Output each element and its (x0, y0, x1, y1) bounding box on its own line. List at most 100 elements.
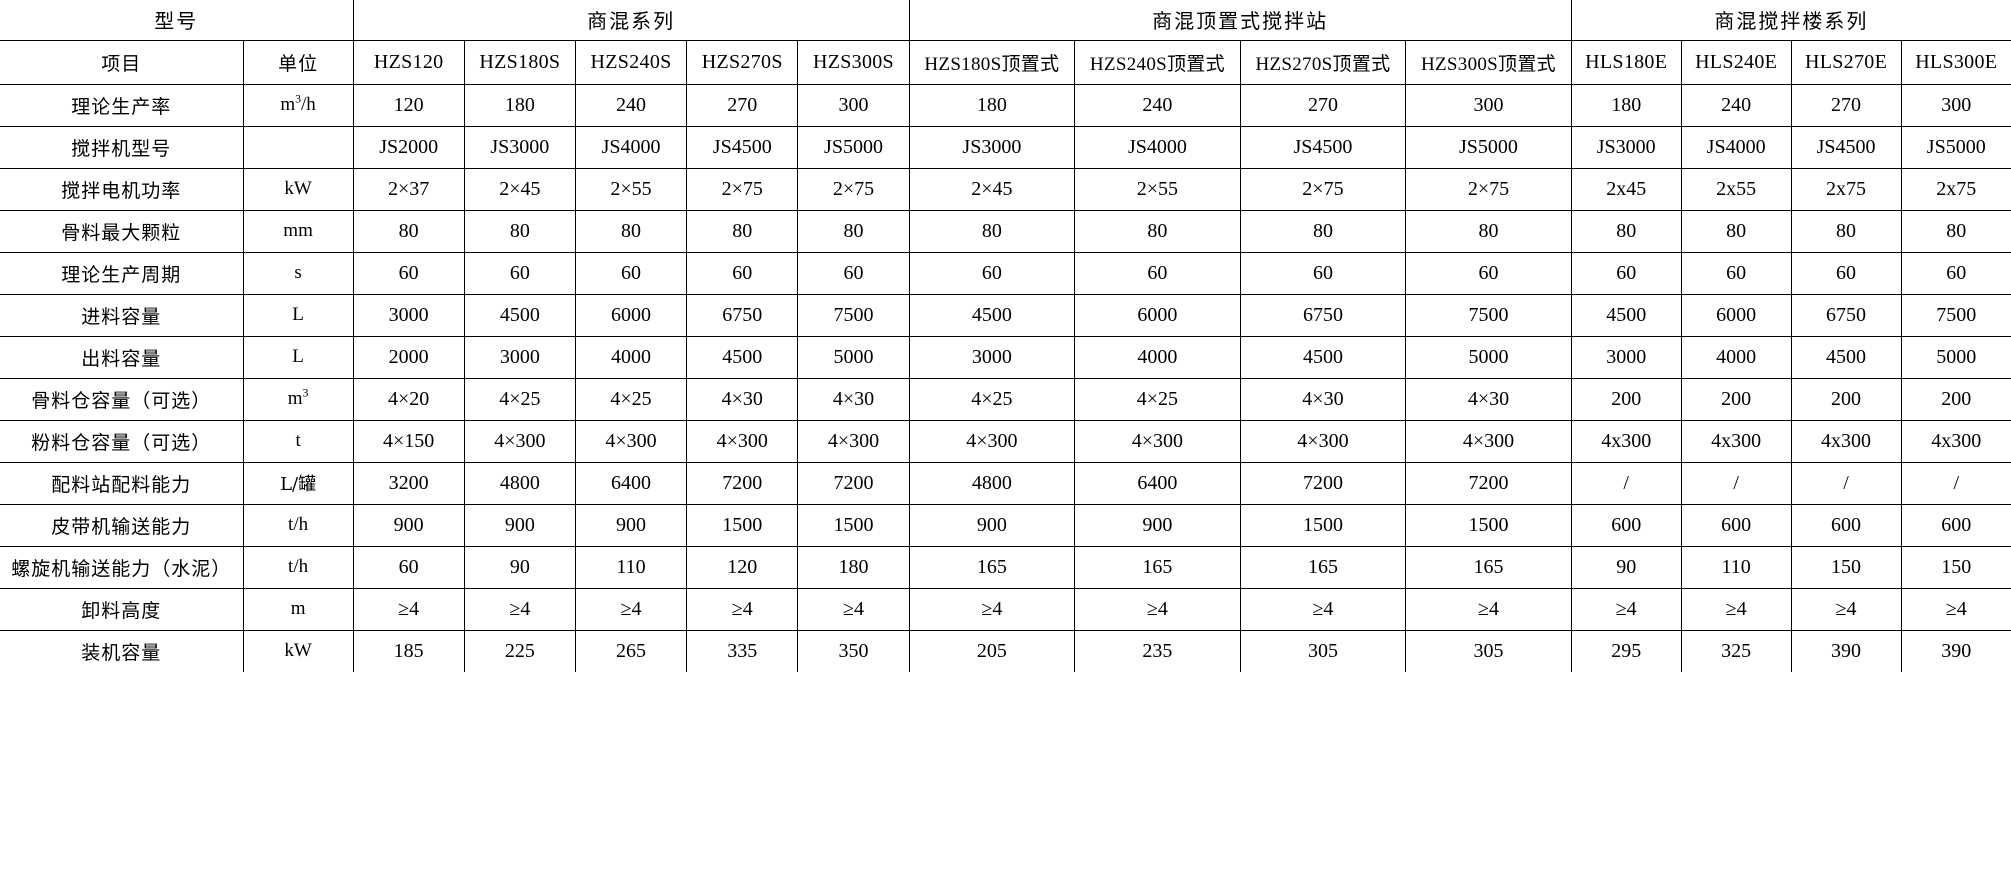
cell-value: 200 (1680, 377, 1792, 421)
cell-value: 60 (1239, 251, 1407, 295)
cell-value: 265 (574, 629, 688, 672)
cell-value: 4×30 (797, 377, 910, 421)
cell-value: 295 (1570, 629, 1682, 672)
cell-value: ≥4 (352, 587, 465, 631)
cell-value: 7200 (1239, 461, 1407, 505)
cell-value: 80 (1570, 209, 1682, 253)
row-item-label: 装机容量 (0, 629, 244, 672)
cell-value: 235 (1074, 629, 1241, 672)
cell-value: 335 (686, 629, 799, 672)
cell-value: ≥4 (1074, 587, 1241, 631)
group-header-row: 型号 商混系列 商混顶置式搅拌站 商混搅拌楼系列 (0, 0, 2011, 41)
cell-value: 180 (463, 83, 576, 127)
cell-value: ≥4 (1405, 587, 1572, 631)
cell-value: 180 (1570, 83, 1682, 127)
cell-value: 2×55 (574, 167, 688, 211)
cell-value: 110 (1680, 545, 1792, 589)
cell-value: 4500 (1790, 335, 1902, 379)
row-item-label: 卸料高度 (0, 587, 244, 631)
cell-value: 80 (1680, 209, 1792, 253)
table-row: 出料容量 L 2000 3000 4000 4500 5000 3000 4000 4500 500… (0, 335, 2011, 379)
cell-value: 4x300 (1900, 419, 2011, 463)
cell-value: 4500 (686, 335, 799, 379)
cell-value: JS5000 (1900, 125, 2011, 169)
row-item-label: 配料站配料能力 (0, 461, 244, 505)
cell-value: ≥4 (574, 587, 688, 631)
cell-value: 6750 (686, 293, 799, 337)
row-item-label: 骨料最大颗粒 (0, 209, 244, 253)
cell-value: 1500 (797, 503, 910, 547)
cell-value: 6400 (574, 461, 688, 505)
cell-value: 6000 (1680, 293, 1792, 337)
cell-value: 900 (463, 503, 576, 547)
cell-value: 2x45 (1570, 167, 1682, 211)
cell-value: 60 (574, 251, 688, 295)
row-item-label: 皮带机输送能力 (0, 503, 244, 547)
cell-value: 240 (574, 83, 688, 127)
cell-value: 305 (1405, 629, 1572, 672)
cell-value: 2x55 (1680, 167, 1792, 211)
table-row: 进料容量 L 3000 4500 6000 6750 7500 4500 6000 6750 750… (0, 293, 2011, 337)
table-row: 配料站配料能力 L/罐 3200 4800 6400 7200 7200 4800 6400 72… (0, 461, 2011, 505)
cell-value: 6750 (1790, 293, 1902, 337)
cell-value: 4×300 (1239, 419, 1407, 463)
cell-value: JS3000 (1570, 125, 1682, 169)
cell-value: 4x300 (1570, 419, 1682, 463)
cell-value: 3000 (1570, 335, 1682, 379)
cell-value: 165 (1405, 545, 1572, 589)
cell-value: 4×300 (908, 419, 1076, 463)
cell-value: 390 (1790, 629, 1902, 672)
cell-value: 4×25 (1074, 377, 1241, 421)
model-header-row: 项目 单位 HZS120 HZS180S HZS240S HZS270S HZS300S HZ… (0, 39, 2011, 85)
cell-value: 3000 (352, 293, 465, 337)
row-item-label: 理论生产周期 (0, 251, 244, 295)
cell-value: 5000 (797, 335, 910, 379)
cell-value: 4800 (463, 461, 576, 505)
row-unit: m3 (242, 377, 354, 421)
cell-value: 300 (1900, 83, 2011, 127)
cell-value: 60 (352, 251, 465, 295)
cell-value: 60 (352, 545, 465, 589)
cell-value: 4800 (908, 461, 1076, 505)
row-unit: t (242, 419, 354, 463)
cell-value: 60 (1405, 251, 1572, 295)
cell-value: 390 (1900, 629, 2011, 672)
cell-value: 165 (1074, 545, 1241, 589)
cell-value: 80 (1405, 209, 1572, 253)
cell-value: 180 (908, 83, 1076, 127)
cell-value: JS3000 (908, 125, 1076, 169)
model-header-HLS180E: HLS180E (1570, 39, 1682, 85)
row-unit: t/h (242, 545, 354, 589)
cell-value: ≥4 (1680, 587, 1792, 631)
cell-value: 80 (686, 209, 799, 253)
cell-value: 60 (1680, 251, 1792, 295)
row-item-label: 出料容量 (0, 335, 244, 379)
cell-value: 3000 (908, 335, 1076, 379)
table-row: 装机容量 kW 185 225 265 335 350 205 235 305 305 295 325 3… (0, 629, 2011, 672)
cell-value: 900 (908, 503, 1076, 547)
cell-value: 1500 (1405, 503, 1572, 547)
cell-value: / (1680, 461, 1792, 505)
cell-value: 305 (1239, 629, 1407, 672)
cell-value: 80 (463, 209, 576, 253)
cell-value: 2×37 (352, 167, 465, 211)
cell-value: 180 (797, 545, 910, 589)
row-item-label: 骨料仓容量（可选） (0, 377, 244, 421)
cell-value: 2×75 (797, 167, 910, 211)
cell-value: 150 (1900, 545, 2011, 589)
cell-value: ≥4 (797, 587, 910, 631)
cell-value: 90 (463, 545, 576, 589)
cell-value: 7500 (797, 293, 910, 337)
cell-value: 200 (1790, 377, 1902, 421)
cell-value: 4500 (1570, 293, 1682, 337)
cell-value: 4000 (1680, 335, 1792, 379)
cell-value: 300 (1405, 83, 1572, 127)
cell-value: JS4500 (1790, 125, 1902, 169)
cell-value: 60 (908, 251, 1076, 295)
row-unit: s (242, 251, 354, 295)
model-header-HZS300S: HZS300S (797, 39, 910, 85)
cell-value: 2×45 (908, 167, 1076, 211)
cell-value: ≥4 (463, 587, 576, 631)
cell-value: 7200 (1405, 461, 1572, 505)
cell-value: 270 (1790, 83, 1902, 127)
